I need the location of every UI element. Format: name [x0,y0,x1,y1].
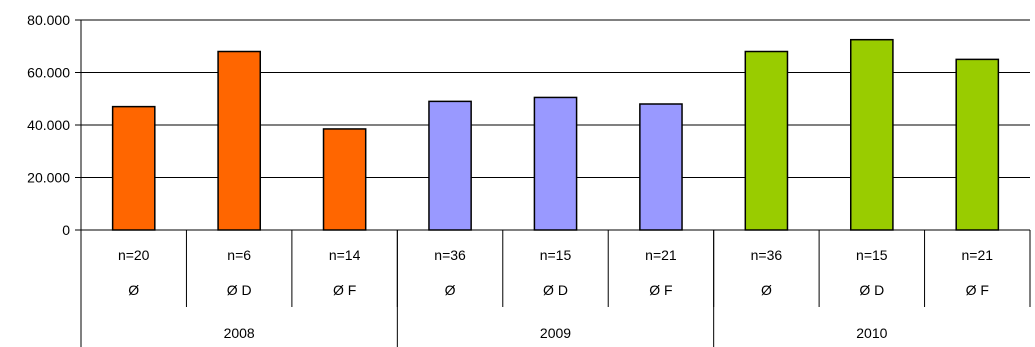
y-tick-label: 80.000 [27,12,70,28]
category-n-label: n=14 [329,247,361,263]
category-n-label: n=15 [540,247,572,263]
category-label: Ø F [649,282,672,298]
bar [533,96,578,231]
bar [955,58,1000,231]
y-tick-label: 60.000 [27,65,70,81]
category-label: Ø F [966,282,989,298]
category-label: Ø [128,282,139,298]
category-label: Ø D [543,282,568,298]
bars [111,38,1000,231]
bar [639,103,683,231]
bar [428,100,472,231]
category-table: n=20 Øn=6 Ø D n=14 Ø F n=36 Øn=15 Ø D n=21 Ø F n=3… [80,230,1031,347]
bar [322,128,367,231]
bar [111,105,156,231]
group-label: 2008 [224,325,255,341]
category-label: Ø [445,282,456,298]
category-n-label: n=15 [856,247,888,263]
category-n-label: n=36 [751,247,783,263]
bar [849,38,894,231]
category-n-label: n=36 [434,247,466,263]
category-n-label: n=20 [118,247,150,263]
y-tick-label: 0 [62,222,70,238]
axes [75,19,1030,231]
category-label: Ø [761,282,772,298]
group-label: 2009 [540,325,571,341]
group-label: 2010 [856,325,887,341]
y-tick-labels: 0 20.000 40.000 60.000 80.000 [27,12,70,238]
bar [744,50,789,231]
bar [217,50,262,231]
y-tick-label: 20.000 [27,170,70,186]
category-n-label: n=21 [962,247,994,263]
category-n-label: n=6 [227,247,251,263]
category-label: Ø F [333,282,356,298]
category-n-label: n=21 [645,247,677,263]
category-label: Ø D [859,282,884,298]
y-tick-label: 40.000 [27,117,70,133]
category-label: Ø D [227,282,252,298]
